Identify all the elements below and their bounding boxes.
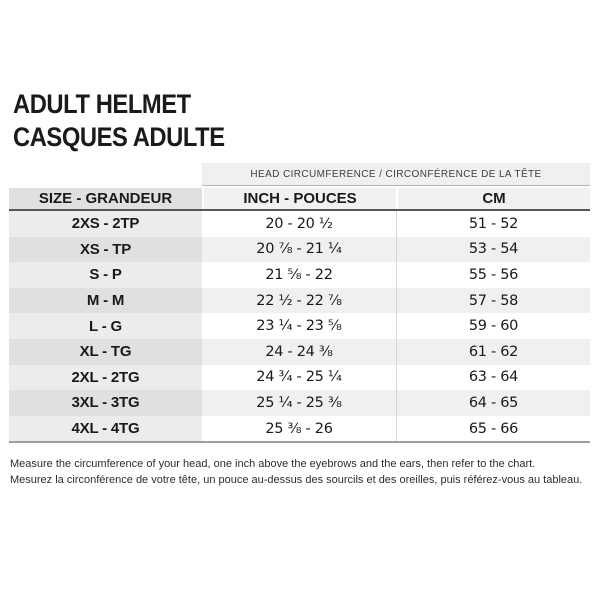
cm-cell: 61 - 62 xyxy=(396,338,590,365)
table-row: XS - TP 20 ⅞ - 21 ¼ 53 - 54 xyxy=(9,236,590,263)
inch-cell: 24 ¾ - 25 ¼ xyxy=(202,364,396,391)
cm-cell: 55 - 56 xyxy=(396,262,590,288)
inch-cell: 20 ⅞ - 21 ¼ xyxy=(202,236,396,263)
cm-cell: 53 - 54 xyxy=(396,236,590,263)
table-row: M - M 22 ½ - 22 ⅞ 57 - 58 xyxy=(9,287,590,314)
size-cell: XS - TP xyxy=(9,236,202,263)
size-cell: M - M xyxy=(9,287,202,314)
size-chart-table: HEAD CIRCUMFERENCE / CIRCONFÉRENCE DE LA… xyxy=(9,163,590,444)
inch-cell: 24 - 24 ⅜ xyxy=(202,338,396,365)
page-title: ADULT HELMET CASQUES ADULTE xyxy=(13,88,225,154)
size-cell: L - G xyxy=(9,313,202,339)
inch-cell: 23 ¼ - 23 ⅝ xyxy=(202,313,396,339)
measure-instructions-en: Measure the circumference of your head, … xyxy=(10,458,536,470)
cm-cell: 63 - 64 xyxy=(396,364,590,391)
table-row: 3XL - 3TG 25 ¼ - 25 ⅜ 64 - 65 xyxy=(9,390,590,416)
cm-cell: 59 - 60 xyxy=(396,313,590,339)
table-body: 2XS - 2TP 20 - 20 ½ 51 - 52 XS - TP 20 ⅞… xyxy=(9,211,590,444)
table-row: 4XL - 4TG 25 ⅜ - 26 65 - 66 xyxy=(9,415,590,442)
column-header-size: SIZE - GRANDEUR xyxy=(9,188,202,209)
size-cell: XL - TG xyxy=(9,338,202,365)
size-cell: 3XL - 3TG xyxy=(9,390,202,416)
page-title-fr: CASQUES ADULTE xyxy=(13,122,225,152)
group-header-label: HEAD CIRCUMFERENCE / CIRCONFÉRENCE DE LA… xyxy=(202,163,590,186)
cm-cell: 51 - 52 xyxy=(396,211,590,237)
size-cell: 2XS - 2TP xyxy=(9,211,202,237)
page-title-en: ADULT HELMET xyxy=(13,89,191,119)
inch-cell: 25 ¼ - 25 ⅜ xyxy=(202,390,396,416)
table-row: L - G 23 ¼ - 23 ⅝ 59 - 60 xyxy=(9,313,590,339)
cm-cell: 65 - 66 xyxy=(396,415,590,442)
column-header-cm: CM xyxy=(396,188,590,209)
inch-cell: 20 - 20 ½ xyxy=(202,211,396,237)
size-cell: 4XL - 4TG xyxy=(9,415,202,442)
cm-cell: 64 - 65 xyxy=(396,390,590,416)
column-header-inch: INCH - POUCES xyxy=(202,188,396,209)
table-row: 2XS - 2TP 20 - 20 ½ 51 - 52 xyxy=(9,211,590,237)
inch-cell: 25 ⅜ - 26 xyxy=(202,415,396,442)
table-row: S - P 21 ⅝ - 22 55 - 56 xyxy=(9,262,590,288)
column-header-row: SIZE - GRANDEUR INCH - POUCES CM xyxy=(9,188,590,211)
cm-cell: 57 - 58 xyxy=(396,287,590,314)
size-cell: 2XL - 2TG xyxy=(9,364,202,391)
table-row: 2XL - 2TG 24 ¾ - 25 ¼ 63 - 64 xyxy=(9,364,590,391)
measure-instructions-fr: Mesurez la circonférence de votre tête, … xyxy=(10,473,583,486)
size-cell: S - P xyxy=(9,262,202,288)
group-header-spacer xyxy=(9,163,202,188)
measure-instructions: Measure the circumference of your head, … xyxy=(10,457,582,488)
table-row: XL - TG 24 - 24 ⅜ 61 - 62 xyxy=(9,338,590,365)
inch-cell: 22 ½ - 22 ⅞ xyxy=(202,287,396,314)
group-header-row: HEAD CIRCUMFERENCE / CIRCONFÉRENCE DE LA… xyxy=(9,163,590,188)
inch-cell: 21 ⅝ - 22 xyxy=(202,262,396,288)
